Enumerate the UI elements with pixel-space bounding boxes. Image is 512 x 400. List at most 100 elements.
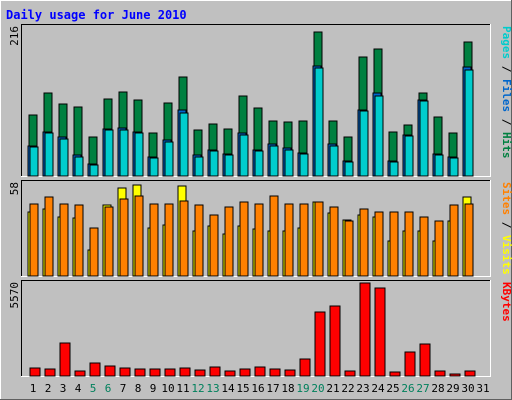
bar-pages-day-18 [284,149,294,177]
bar-pages-day-14 [224,154,234,177]
legend-part-2: Visits [500,235,512,275]
x-tick-label: 1 [30,382,37,395]
bar-pages-day-13 [209,150,219,177]
bar-kbytes-day-14 [224,370,236,377]
bar-kbytes-day-25 [389,371,401,377]
bar-kbytes-day-23 [359,282,371,377]
bar-kbytes-day-20 [314,311,326,377]
bar-sites-day-12 [194,204,204,277]
bar-pages-day-19 [299,153,309,177]
bar-sites-day-8 [134,195,144,277]
bar-pages-day-30 [464,69,474,177]
x-tick-label: 20 [311,382,324,395]
bar-pages-day-8 [134,132,144,177]
x-tick-label: 31 [476,382,489,395]
x-tick-label: 27 [416,382,429,395]
bar-pages-day-6 [104,129,114,177]
series-kbytes [29,282,476,377]
bar-kbytes-day-8 [134,368,146,377]
x-tick-label: 8 [135,382,142,395]
bar-kbytes-day-4 [74,370,86,377]
bar-pages-day-21 [329,145,339,177]
bar-sites-day-9 [149,203,159,277]
bar-sites-day-15 [239,201,249,277]
bar-kbytes-day-11 [179,367,191,377]
x-tick-label: 26 [401,382,414,395]
x-tick-label: 16 [251,382,264,395]
bar-sites-day-21 [329,206,339,277]
bar-sites-day-27 [419,216,429,277]
bar-kbytes-day-7 [119,367,131,377]
x-tick-label: 9 [150,382,157,395]
bar-pages-day-2 [44,132,54,177]
bar-pages-day-22 [344,161,354,177]
x-tick-label: 30 [461,382,474,395]
bar-kbytes-day-13 [209,366,221,377]
bar-kbytes-day-16 [254,366,266,377]
bar-kbytes-day-18 [284,369,296,377]
bar-pages-day-9 [149,157,159,177]
x-tick-label: 23 [356,382,369,395]
bar-kbytes-day-22 [344,370,356,377]
bar-pages-day-20 [314,67,324,177]
bar-kbytes-day-21 [329,305,341,377]
legend-label: Sites / Visits [500,182,512,275]
x-tick-label: 29 [446,382,459,395]
panel-visits-sites: 58 Sites / Visits [8,180,512,277]
x-tick-label: 21 [326,382,339,395]
legend-part-0: KBytes [500,282,512,322]
x-tick-label: 3 [60,382,67,395]
bar-sites-day-24 [374,211,384,277]
x-tick-label: 13 [206,382,219,395]
bar-pages-day-17 [269,145,279,177]
bar-pages-day-3 [59,138,69,177]
bar-pages-day-27 [419,100,429,177]
bar-sites-day-22 [344,220,354,277]
bar-pages-day-23 [359,110,369,177]
x-tick-label: 22 [341,382,354,395]
legend-part-1: / [500,215,512,235]
bar-kbytes-day-12 [194,369,206,377]
x-tick-label: 4 [75,382,82,395]
x-tick-label: 28 [431,382,444,395]
legend-label: KBytes [500,282,512,322]
bar-pages-day-11 [179,112,189,177]
bar-kbytes-day-24 [374,287,386,377]
bar-sites-day-4 [74,204,84,277]
x-tick-label: 12 [191,382,204,395]
x-tick-label: 11 [176,382,189,395]
x-tick-label: 5 [90,382,97,395]
bar-pages-day-5 [89,164,99,177]
bar-sites-day-6 [104,206,114,277]
bar-sites-day-26 [404,211,414,277]
bar-pages-day-7 [119,129,129,177]
bar-kbytes-day-15 [239,368,251,377]
panel-kbytes: 5570 KBytes [8,280,512,377]
bar-sites-day-13 [209,214,219,277]
legend-part-0: Pages [500,26,512,59]
legend-part-2: Files [500,79,512,112]
bar-kbytes-day-9 [149,368,161,377]
bar-pages-day-1 [29,146,39,177]
bar-pages-day-15 [239,134,249,177]
bar-kbytes-day-17 [269,368,281,377]
x-tick-label: 25 [386,382,399,395]
x-tick-label: 17 [266,382,279,395]
bar-sites-day-20 [314,201,324,277]
ymax-label: 5570 [8,282,21,309]
bar-pages-day-26 [404,135,414,177]
bar-kbytes-day-26 [404,351,416,377]
bar-sites-day-2 [44,196,54,277]
bar-sites-day-11 [179,200,189,277]
bar-pages-day-12 [194,156,204,177]
bar-pages-day-24 [374,95,384,177]
x-tick-label: 7 [120,382,127,395]
x-tick-label: 6 [105,382,112,395]
legend-part-3: / [500,112,512,132]
bar-kbytes-day-3 [59,342,71,377]
bar-kbytes-day-10 [164,368,176,377]
bar-pages-day-10 [164,141,174,177]
legend-part-1: / [500,59,512,79]
bar-sites-day-17 [269,195,279,277]
bar-sites-day-3 [59,203,69,277]
